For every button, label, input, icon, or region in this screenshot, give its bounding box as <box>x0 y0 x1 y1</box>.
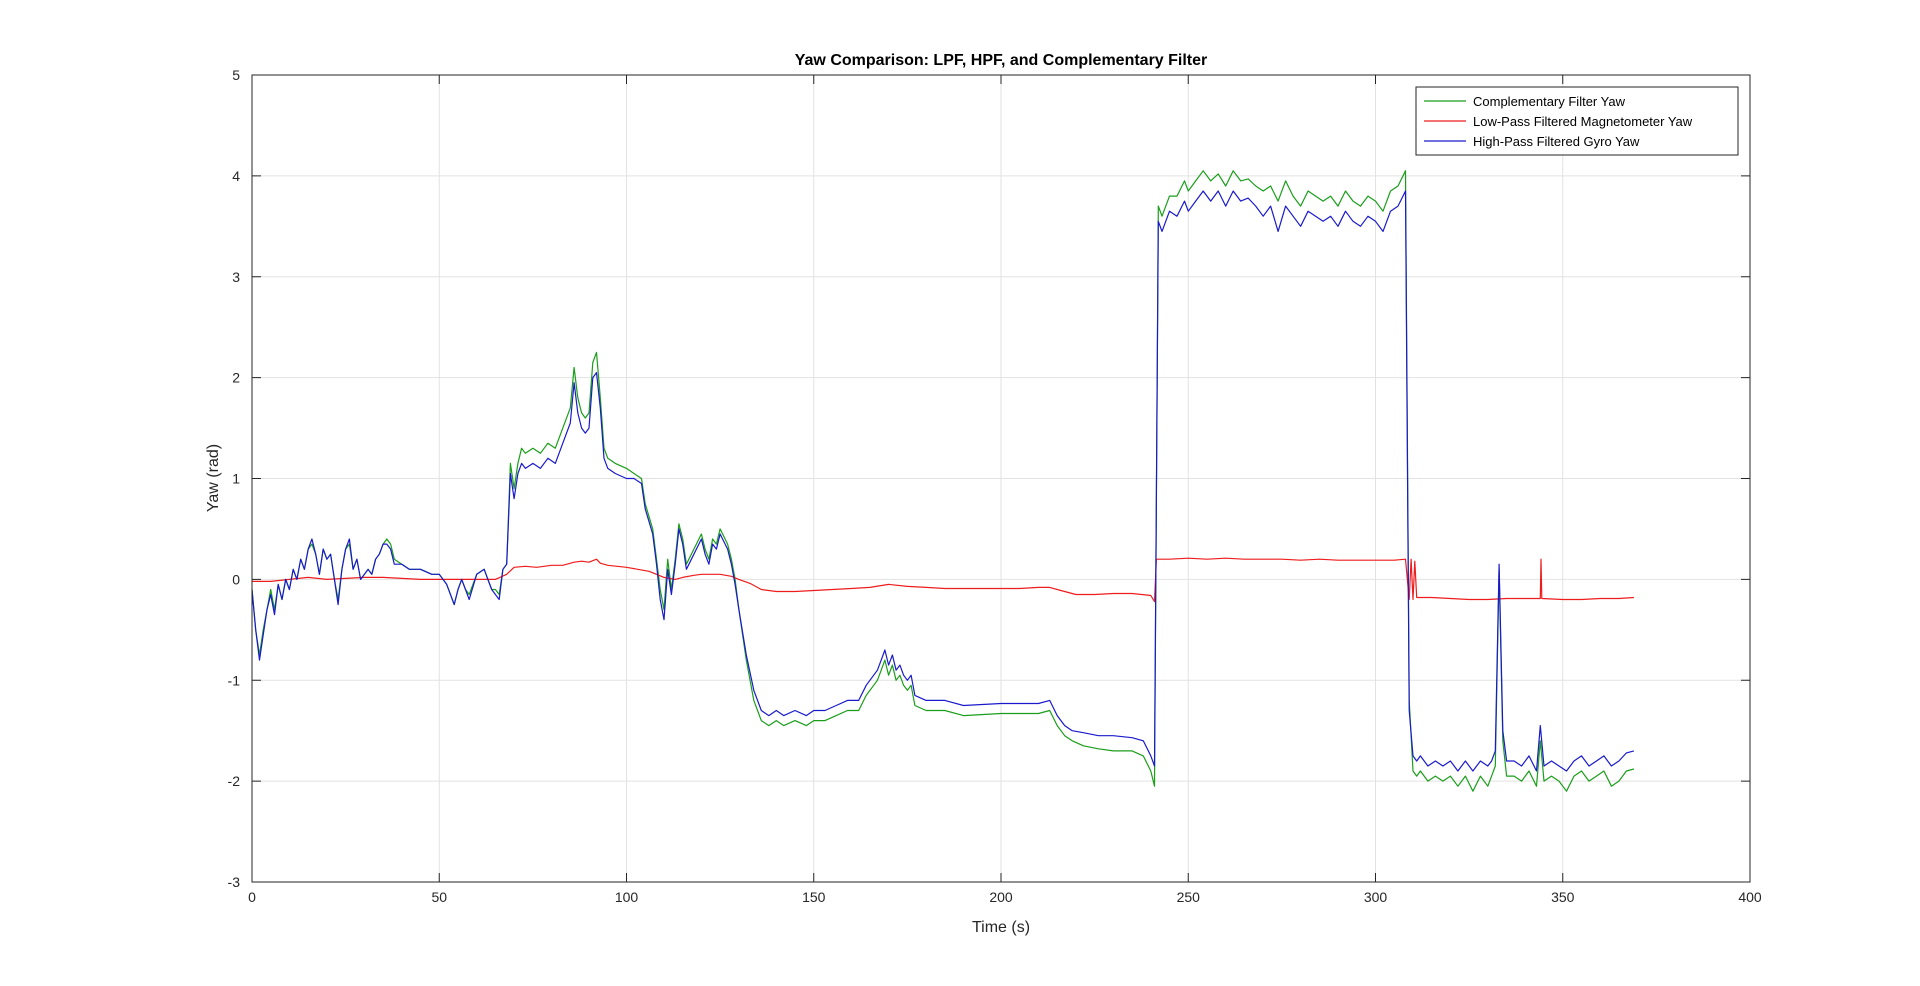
legend-label-lpf-magnetometer: Low-Pass Filtered Magnetometer Yaw <box>1473 114 1693 129</box>
lpf-magnetometer-yaw-line <box>252 557 1634 603</box>
x-tick-label: 50 <box>431 889 447 905</box>
y-tick-label: 3 <box>232 269 240 285</box>
legend-label-hpf-gyro: High-Pass Filtered Gyro Yaw <box>1473 134 1640 149</box>
y-tick-label: 1 <box>232 471 240 487</box>
y-tick-label: 0 <box>232 571 240 587</box>
x-tick-label: 100 <box>615 889 639 905</box>
y-tick-label: 5 <box>232 67 240 83</box>
y-tick-label: 4 <box>232 168 240 184</box>
x-tick-label: 250 <box>1177 889 1201 905</box>
x-tick-label: 400 <box>1738 889 1762 905</box>
complementary-filter-yaw-line <box>251 170 1635 792</box>
x-axis-label: Time (s) <box>972 919 1030 936</box>
y-axis-label: Yaw (rad) <box>205 444 222 512</box>
legend-box <box>1415 86 1739 156</box>
y-tick-label: 2 <box>232 370 240 386</box>
y-tick-label: -1 <box>228 672 241 688</box>
x-tick-label: 300 <box>1364 889 1388 905</box>
legend-label-complementary: Complementary Filter Yaw <box>1473 94 1626 109</box>
legend[interactable]: Complementary Filter Yaw Low-Pass Filter… <box>1415 86 1739 156</box>
series-lines <box>251 170 1635 792</box>
axis-ticks: 0 50 100 150 200 250 300 350 400 -3 -2 -1 0 1 2 3 4 5 <box>228 67 1762 905</box>
y-tick-label: -3 <box>228 874 241 890</box>
x-tick-label: 200 <box>989 889 1013 905</box>
y-tick-label: -2 <box>228 773 241 789</box>
x-tick-label: 0 <box>248 889 256 905</box>
hpf-gyro-yaw-line <box>251 190 1635 772</box>
x-tick-label: 150 <box>802 889 826 905</box>
chart-title: Yaw Comparison: LPF, HPF, and Complement… <box>795 52 1208 69</box>
x-tick-label: 350 <box>1551 889 1575 905</box>
